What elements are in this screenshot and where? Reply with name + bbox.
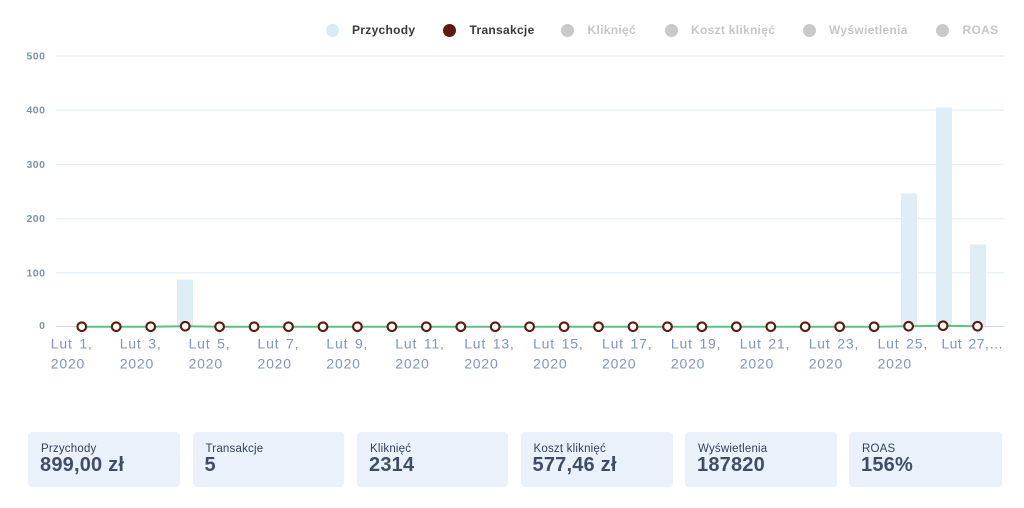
svg-text:Lut 27,…: Lut 27,… (942, 336, 1004, 352)
svg-text:Lut 13,2020: Lut 13, 2020 (464, 336, 514, 372)
svg-text:100: 100 (26, 267, 45, 279)
svg-text:Lut 25,2020: Lut 25, 2020 (878, 336, 928, 372)
svg-text:Lut 19,2020: Lut 19, 2020 (671, 336, 721, 372)
svg-text:Lut 17,2020: Lut 17, 2020 (602, 336, 652, 372)
svg-text:Lut 7,2020: Lut 7, 2020 (258, 336, 300, 372)
svg-text:Lut 21,2020: Lut 21, 2020 (740, 336, 790, 372)
svg-text:Lut 9,2020: Lut 9, 2020 (326, 336, 368, 372)
svg-text:400: 400 (26, 105, 45, 117)
svg-text:300: 300 (26, 159, 45, 171)
svg-text:200: 200 (26, 213, 45, 225)
svg-text:0: 0 (39, 320, 45, 332)
svg-text:Lut 11,2020: Lut 11, 2020 (395, 336, 444, 372)
svg-text:500: 500 (26, 51, 45, 63)
svg-text:Lut 15,2020: Lut 15, 2020 (533, 336, 583, 372)
svg-text:Lut 1,2020: Lut 1, 2020 (51, 336, 93, 372)
svg-text:Lut 23,2020: Lut 23, 2020 (809, 336, 859, 372)
svg-text:Lut 5,2020: Lut 5, 2020 (189, 336, 231, 372)
svg-text:Lut 3,2020: Lut 3, 2020 (120, 336, 162, 372)
